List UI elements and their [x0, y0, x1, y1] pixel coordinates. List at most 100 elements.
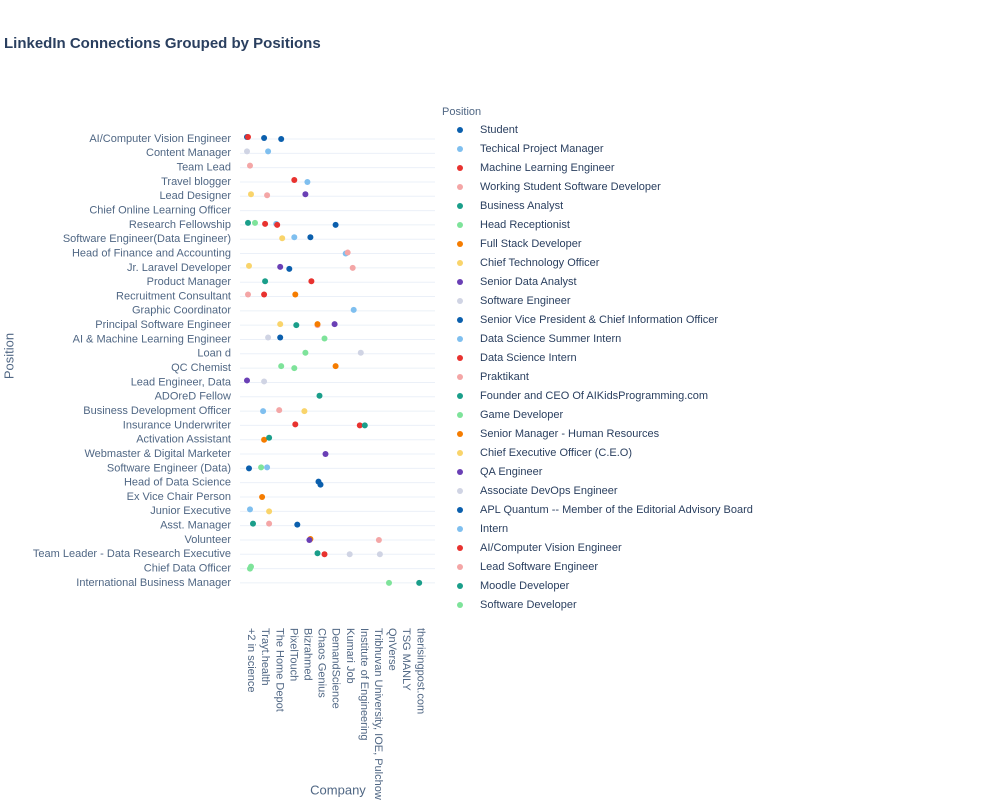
point: [308, 278, 315, 285]
point: [291, 176, 298, 183]
y-tick-label: Principal Software Engineer: [95, 319, 231, 331]
y-tick-label: Head of Data Science: [124, 477, 231, 489]
x-tick-label: Chaos Genius: [316, 628, 328, 698]
x-tick-label: Institute of Engineering: [358, 628, 370, 741]
point: [357, 349, 364, 356]
legend-label: Data Science Summer Intern: [480, 333, 621, 345]
x-tick-label: The Home Depot: [273, 628, 285, 712]
point: [259, 494, 266, 500]
point: [260, 408, 267, 415]
point: [244, 377, 250, 384]
y-tick-label: Loan d: [197, 348, 231, 360]
point: [246, 262, 252, 269]
legend-marker: [457, 241, 463, 247]
legend-marker: [457, 469, 463, 475]
legend-label: Chief Executive Officer (C.E.O): [480, 447, 632, 459]
point: [302, 349, 309, 356]
point: [302, 191, 309, 198]
x-tick-label: Kumari Job: [344, 628, 356, 684]
legend-marker: [457, 374, 463, 380]
legend-label: Software Engineer: [480, 295, 571, 307]
legend-marker: [457, 317, 463, 323]
point: [291, 365, 298, 372]
point: [286, 265, 293, 272]
legend-marker: [457, 260, 463, 266]
legend-label: Moodle Developer: [480, 580, 570, 592]
point: [291, 234, 298, 241]
x-tick-label: Bizrahmed: [301, 628, 313, 681]
point: [265, 334, 272, 341]
point: [321, 551, 328, 558]
legend-marker: [457, 526, 463, 532]
point: [245, 219, 251, 226]
point: [375, 536, 382, 543]
legend-marker: [457, 203, 463, 209]
point: [262, 220, 269, 227]
point: [261, 436, 268, 443]
point: [264, 192, 271, 199]
point: [264, 464, 271, 471]
legend-marker: [457, 184, 463, 190]
y-axis-title: Position: [1, 333, 16, 379]
y-tick-label: Volunteer: [185, 534, 232, 546]
y-tick-label: Activation Assistant: [136, 434, 231, 446]
legend-label: AI/Computer Vision Engineer: [480, 542, 622, 554]
y-tick-label: International Business Manager: [76, 577, 231, 589]
legend-label: Techical Project Manager: [480, 143, 604, 155]
point: [265, 148, 272, 155]
legend-label: Lead Software Engineer: [480, 561, 598, 573]
point: [332, 363, 339, 370]
point: [346, 551, 353, 558]
point: [250, 520, 256, 527]
x-tick-label: Tribhuvan University, IOE, Pulchow: [372, 628, 384, 800]
point: [261, 378, 268, 385]
point: [416, 579, 423, 586]
legend-label: QA Engineer: [480, 466, 543, 478]
legend-marker: [457, 127, 463, 133]
legend-label: APL Quantum -- Member of the Editorial A…: [480, 504, 753, 516]
legend-label: Full Stack Developer: [480, 238, 582, 250]
x-tick-label: +2 in science: [245, 628, 257, 693]
point: [314, 550, 321, 557]
point: [278, 363, 285, 370]
legend-label: Game Developer: [480, 409, 563, 421]
point: [279, 235, 286, 242]
point: [247, 162, 253, 169]
legend-marker: [457, 146, 463, 152]
y-tick-label: Team Lead: [177, 162, 231, 174]
point: [261, 135, 268, 141]
point: [332, 221, 339, 228]
y-tick-label: Software Engineer(Data Engineer): [63, 233, 231, 245]
point: [293, 322, 300, 329]
legend-label: Senior Manager - Human Resources: [480, 428, 660, 440]
point: [376, 551, 383, 558]
y-tick-label: Ex Vice Chair Person: [127, 491, 231, 503]
point: [277, 263, 284, 270]
point: [274, 221, 281, 228]
legend-label: Intern: [480, 523, 508, 535]
point: [261, 291, 268, 298]
point: [349, 264, 356, 271]
point: [277, 334, 284, 341]
x-tick-label: TSG MANLY: [400, 628, 412, 691]
legend-label: Student: [480, 124, 518, 136]
point: [306, 536, 313, 543]
legend-marker: [457, 393, 463, 399]
point: [278, 136, 285, 142]
legend-label: Senior Data Analyst: [480, 276, 577, 288]
point: [266, 520, 273, 527]
point: [344, 249, 351, 256]
point: [252, 219, 258, 226]
legend-label: Business Analyst: [480, 200, 563, 212]
x-tick-label: PixelTouch: [287, 628, 299, 681]
y-tick-label: Jr. Laravel Developer: [127, 262, 231, 274]
point: [361, 422, 368, 429]
legend-marker: [457, 507, 463, 513]
y-tick-label: Recruitment Consultant: [116, 290, 231, 302]
point: [321, 335, 328, 342]
legend-marker: [457, 412, 463, 418]
y-tick-label: Junior Executive: [150, 505, 231, 517]
y-tick-label: Lead Engineer, Data: [131, 376, 232, 388]
point: [247, 506, 253, 513]
